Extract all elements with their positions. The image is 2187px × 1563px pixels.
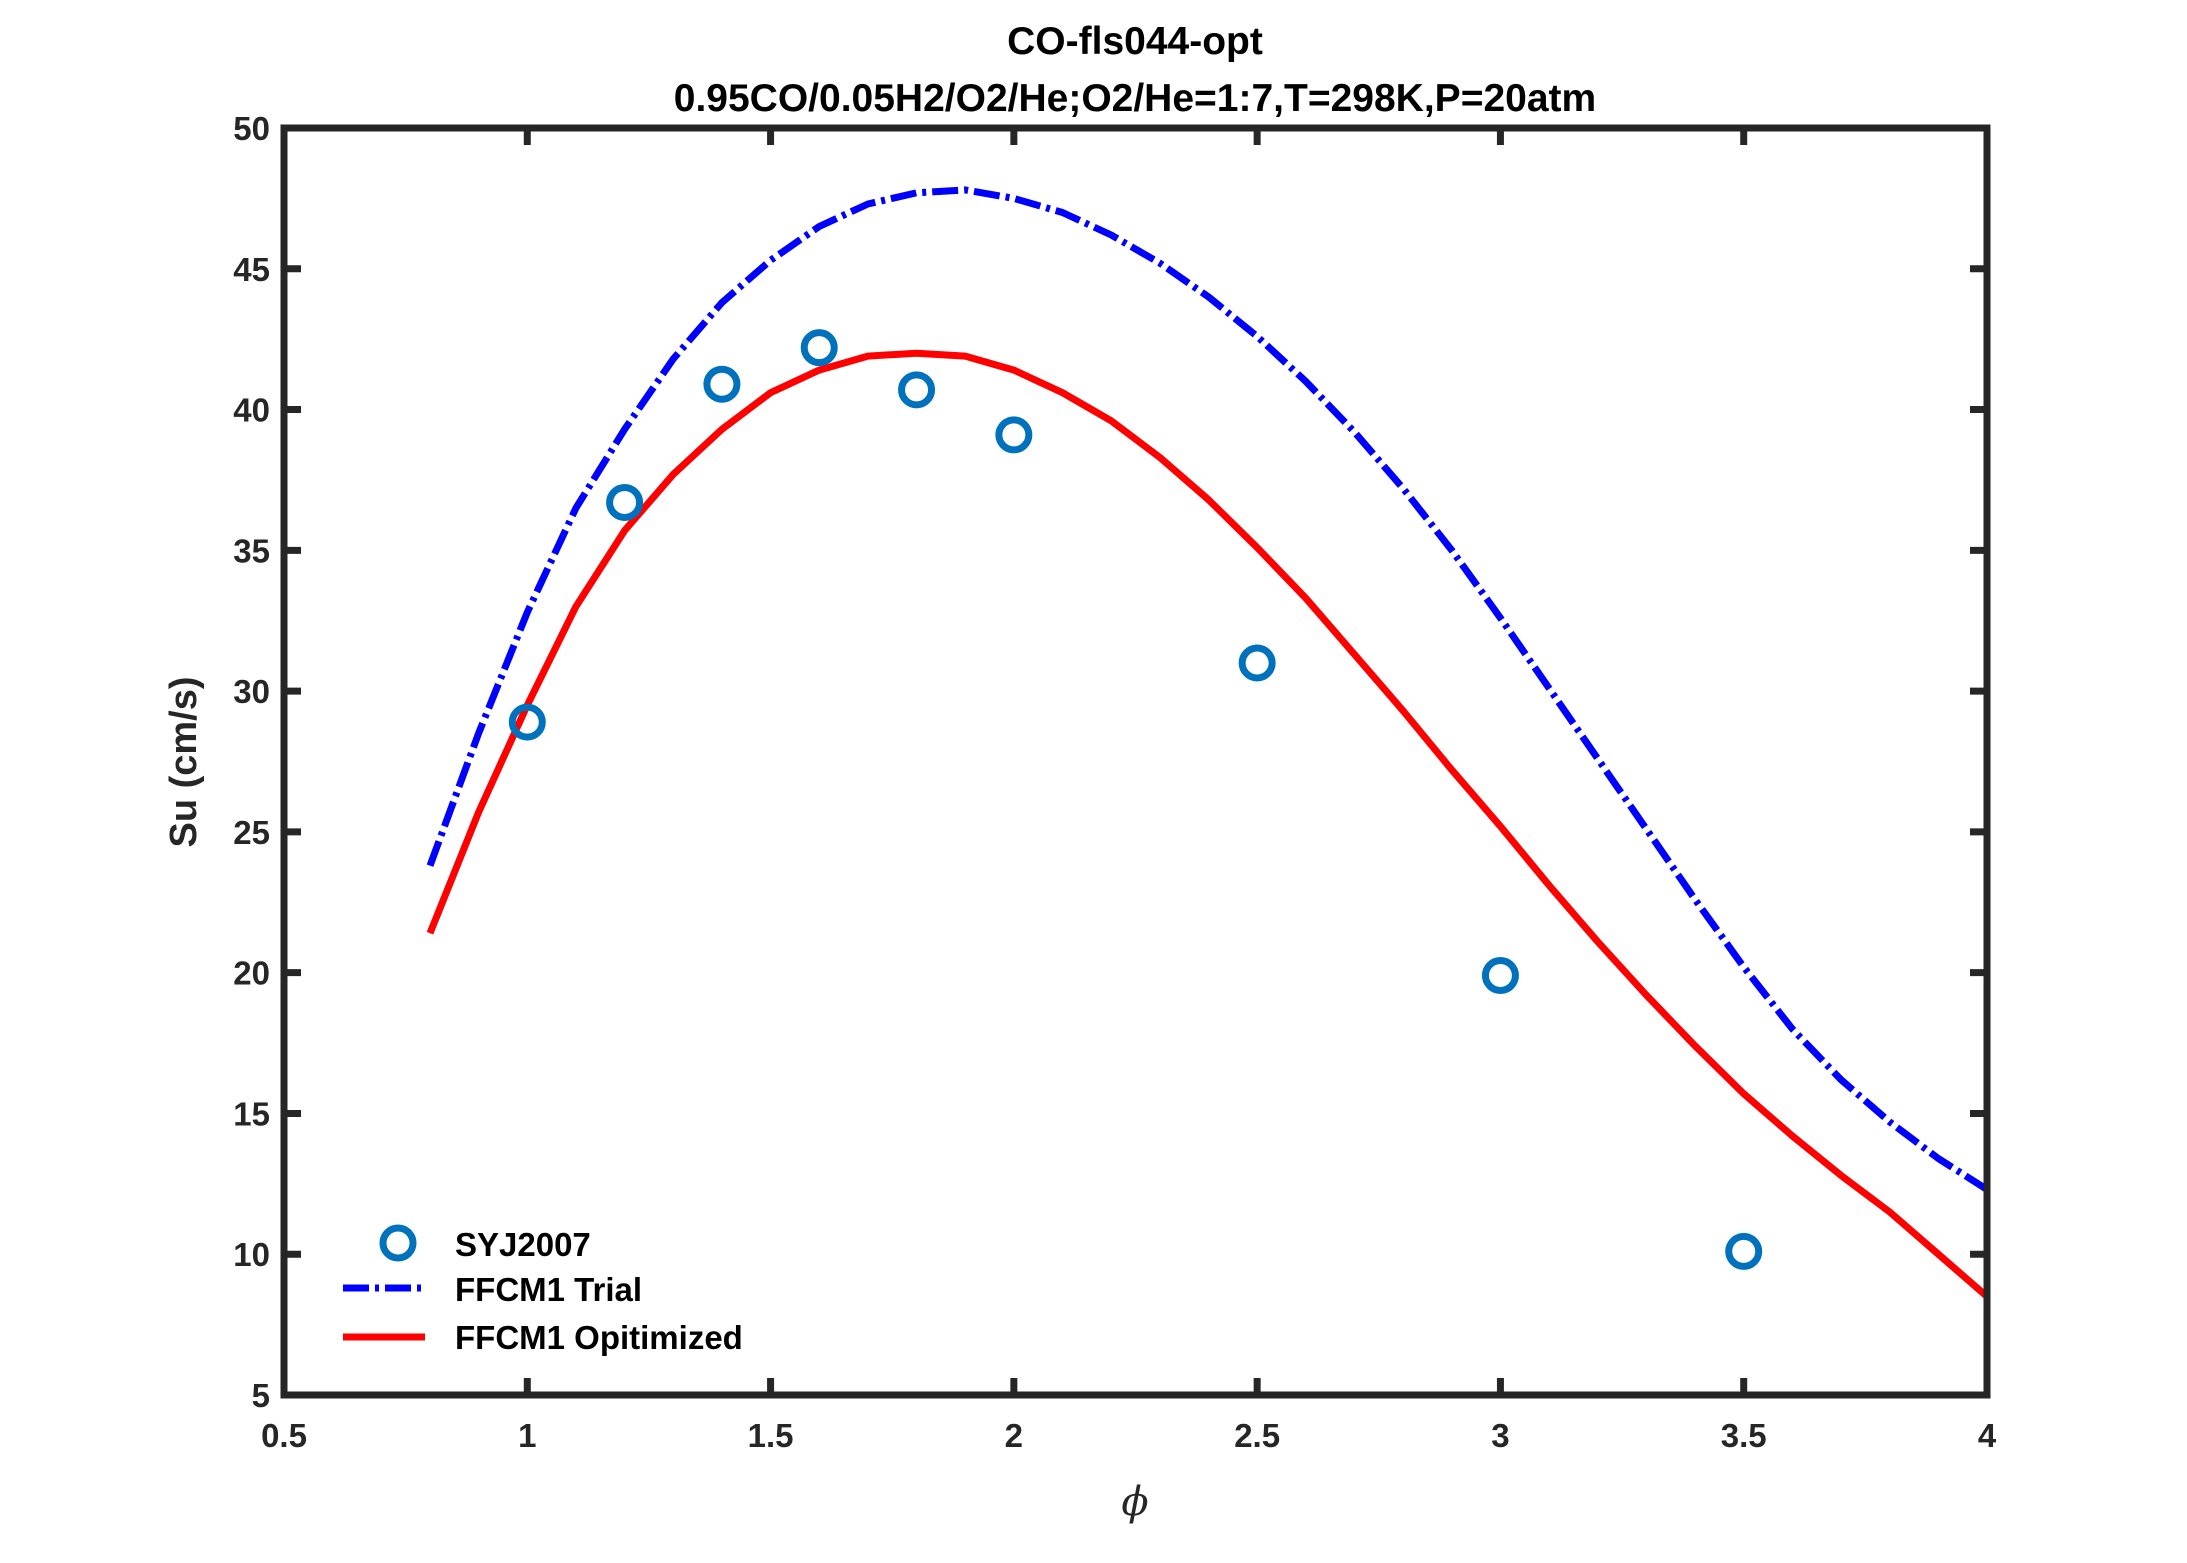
- plot-area-frame: [280, 124, 1991, 1399]
- chart-subtitle: 0.95CO/0.05H2/O2/He;O2/He=1:7,T=298K,P=2…: [674, 77, 1596, 120]
- series-layer: [426, 186, 1990, 1300]
- y-axis-label: Su (cm/s): [163, 676, 205, 847]
- x-tick-label: 0.5: [261, 1417, 307, 1454]
- y-tick-label: 30: [233, 673, 270, 710]
- chart-title: CO-fls044-opt: [1007, 20, 1263, 63]
- y-tick-label: 40: [233, 392, 270, 429]
- x-tick-label: 2.5: [1234, 1417, 1280, 1454]
- data-point-syj2007: [1481, 956, 1519, 994]
- data-point-syj2007: [1725, 1232, 1763, 1270]
- y-tick-label: 5: [252, 1377, 270, 1414]
- legend-label-syj2007: SYJ2007: [455, 1226, 591, 1263]
- y-tick-label: 35: [233, 532, 270, 569]
- x-tick-label: 2: [1005, 1417, 1023, 1454]
- y-tick-label: 50: [233, 110, 270, 147]
- data-point-syj2007: [800, 329, 838, 367]
- x-tick-label: 1: [518, 1417, 536, 1454]
- legend-label-ffcm1-trial: FFCM1 Trial: [455, 1271, 642, 1308]
- data-point-syj2007: [898, 371, 936, 409]
- data-point-syj2007: [703, 365, 741, 403]
- data-point-syj2007: [508, 703, 546, 741]
- y-tick-label: 25: [233, 814, 270, 851]
- x-tick-label: 3: [1491, 1417, 1509, 1454]
- series-line-ffcm1-opitimized: [426, 349, 1990, 1300]
- y-tick-label: 10: [233, 1236, 270, 1273]
- x-tick-label: 1.5: [748, 1417, 794, 1454]
- series-line-ffcm1-trial: [426, 186, 1989, 1193]
- y-tick-label: 45: [233, 251, 270, 288]
- x-tick-label: 4: [1978, 1417, 1997, 1454]
- legend-marker-syj2007: [379, 1224, 417, 1262]
- y-tick-label: 20: [233, 955, 270, 992]
- legend-label-ffcm1-optimized: FFCM1 Opitimized: [455, 1319, 743, 1356]
- data-point-syj2007: [606, 483, 644, 521]
- x-tick-label: 3.5: [1721, 1417, 1767, 1454]
- y-tick-label: 15: [233, 1095, 270, 1132]
- data-point-syj2007: [995, 416, 1033, 454]
- legend: SYJ2007 FFCM1 Trial FFCM1 Opitimized: [343, 1224, 743, 1356]
- x-axis-label: ϕ: [1121, 1479, 1148, 1525]
- data-point-syj2007: [1238, 644, 1276, 682]
